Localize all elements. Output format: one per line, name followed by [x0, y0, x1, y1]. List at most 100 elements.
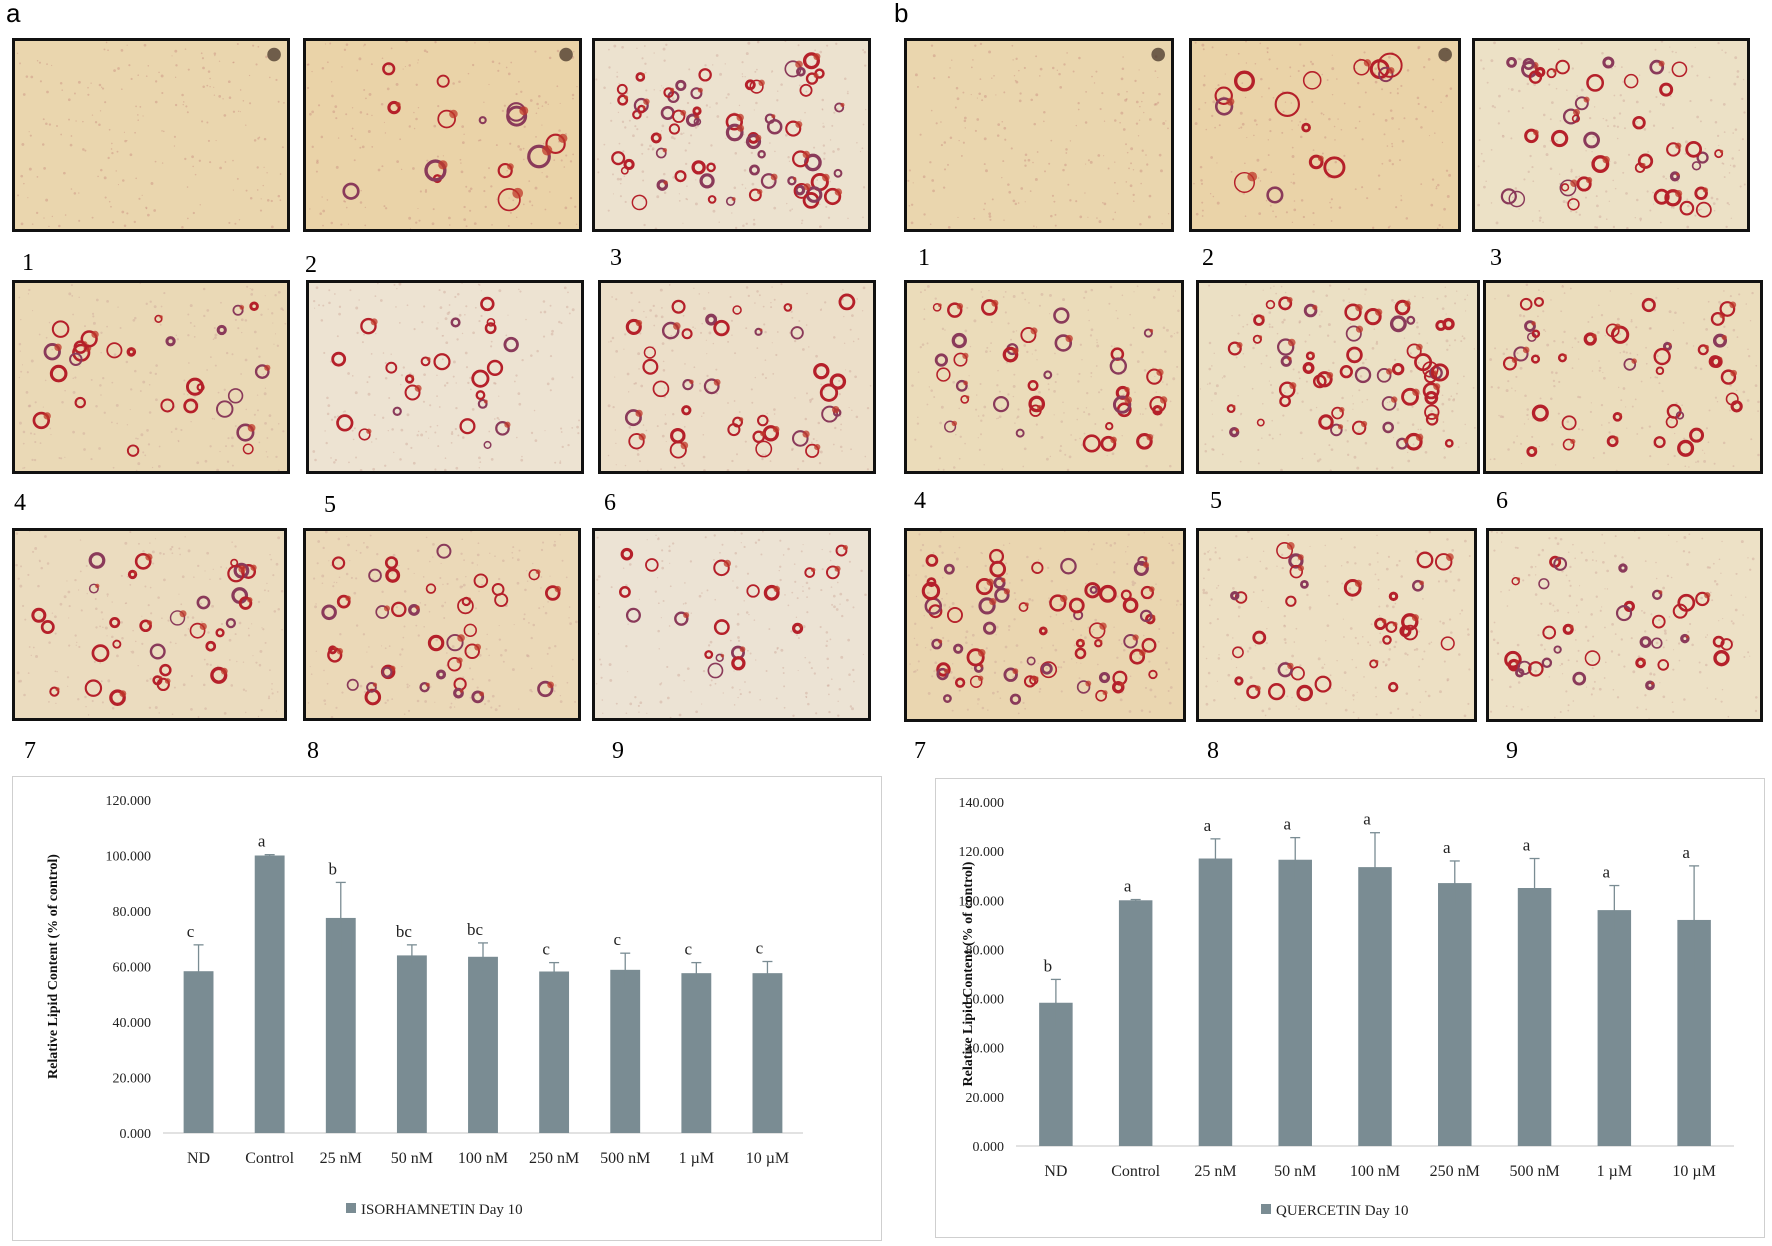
significance-label: a — [1124, 877, 1132, 896]
bar — [183, 971, 214, 1133]
x-tick-label: 1 µM — [679, 1150, 714, 1167]
micrograph-label-b-8: 8 — [1207, 738, 1219, 764]
micrograph-b-4 — [904, 280, 1184, 474]
micrograph-label-a-9: 9 — [612, 738, 624, 764]
micrograph-label-b-5: 5 — [1210, 488, 1222, 514]
bar — [1358, 867, 1392, 1146]
significance-label: c — [613, 930, 621, 949]
significance-label: a — [1363, 810, 1371, 829]
micrograph-label-a-4: 4 — [14, 490, 26, 516]
bar — [610, 969, 641, 1133]
x-tick-label: ND — [187, 1150, 210, 1167]
significance-label: a — [1443, 838, 1451, 857]
significance-label: a — [258, 832, 266, 851]
panel-a-letter: a — [6, 0, 21, 28]
y-tick-label: 0.000 — [120, 1127, 152, 1142]
x-tick-label: 50 nM — [1274, 1163, 1316, 1180]
micrograph-b-1 — [904, 38, 1174, 232]
significance-label: b — [329, 859, 338, 878]
panel-b-letter: b — [894, 0, 909, 28]
x-tick-label: Control — [245, 1150, 294, 1167]
micrograph-b-2 — [1189, 38, 1461, 232]
micrograph-label-a-5: 5 — [324, 492, 336, 518]
micrograph-a-5 — [306, 280, 584, 474]
bar — [1517, 888, 1552, 1146]
micrograph-b-9 — [1486, 528, 1763, 722]
x-tick-label: ND — [1044, 1163, 1067, 1180]
bar — [681, 973, 712, 1133]
micrograph-label-b-7: 7 — [914, 738, 926, 764]
micrograph-label-b-1: 1 — [918, 245, 930, 271]
y-tick-label: 20.000 — [113, 1072, 152, 1087]
significance-label: bc — [467, 920, 484, 939]
significance-label: a — [1682, 843, 1690, 862]
bar — [1198, 858, 1233, 1146]
micrograph-label-a-7: 7 — [24, 738, 36, 764]
bar — [396, 955, 427, 1133]
micrograph-b-6 — [1483, 280, 1763, 474]
x-tick-label: 10 µM — [1672, 1163, 1715, 1180]
x-tick-label: 25 nM — [320, 1150, 362, 1167]
legend-label: ISORHAMNETIN Day 10 — [361, 1202, 523, 1218]
chart-b: 0.000 20.000 40.000 60.000 80.000 100.000 120.… — [959, 796, 1734, 1219]
y-tick-label: 80.000 — [113, 905, 152, 920]
significance-label: a — [1204, 816, 1212, 835]
micrograph-label-a-3: 3 — [610, 245, 622, 271]
chart-a: 0.000 20.000 40.000 60.000 80.000 100.000 120.… — [46, 794, 803, 1218]
micrograph-label-b-2: 2 — [1202, 245, 1214, 271]
significance-label: c — [187, 922, 195, 941]
legend-swatch — [346, 1203, 356, 1213]
micrograph-b-3 — [1472, 38, 1750, 232]
chart-a-box: 0.000 20.000 40.000 60.000 80.000 100.000 120.… — [12, 776, 882, 1241]
bar — [539, 971, 570, 1133]
y-tick-label: 20.000 — [966, 1091, 1005, 1106]
y-tick-label: 100.000 — [959, 894, 1005, 909]
y-axis-label: Relative Lipid Content (% of control) — [961, 861, 976, 1086]
bar — [1039, 1002, 1073, 1146]
micrograph-a-1 — [12, 38, 290, 232]
significance-label: c — [542, 940, 550, 959]
micrograph-label-a-6: 6 — [604, 490, 616, 516]
x-tick-label: 50 nM — [391, 1150, 433, 1167]
micrograph-a-2 — [303, 38, 582, 232]
micrograph-label-b-9: 9 — [1506, 738, 1518, 764]
bar — [1597, 910, 1632, 1146]
chart-b-box: 0.000 20.000 40.000 60.000 80.000 100.000 120.… — [935, 778, 1765, 1238]
micrograph-a-6 — [598, 280, 876, 474]
significance-label: a — [1283, 815, 1291, 834]
y-tick-label: 60.000 — [966, 993, 1005, 1008]
micrograph-label-a-8: 8 — [307, 738, 319, 764]
y-tick-label: 40.000 — [113, 1016, 152, 1031]
bar — [468, 956, 498, 1133]
micrograph-b-5 — [1196, 280, 1480, 474]
micrograph-a-9 — [592, 528, 871, 721]
x-tick-label: 500 nM — [1509, 1163, 1559, 1180]
significance-label: a — [1603, 863, 1611, 882]
y-tick-label: 100.000 — [106, 850, 152, 865]
legend-swatch — [1261, 1204, 1271, 1214]
significance-label: b — [1044, 956, 1053, 975]
micrograph-a-4 — [12, 280, 290, 474]
significance-label: bc — [396, 922, 413, 941]
bar — [325, 917, 356, 1133]
micrograph-a-8 — [303, 528, 581, 721]
y-tick-label: 40.000 — [966, 1042, 1005, 1057]
significance-label: c — [756, 939, 764, 958]
x-tick-label: 100 nM — [1350, 1163, 1400, 1180]
micrograph-label-b-3: 3 — [1490, 245, 1502, 271]
x-tick-label: 250 nM — [529, 1150, 579, 1167]
micrograph-a-3 — [592, 38, 871, 232]
x-tick-label: 25 nM — [1194, 1163, 1236, 1180]
y-tick-label: 120.000 — [959, 845, 1005, 860]
micrograph-label-a-1: 1 — [22, 250, 34, 276]
bar — [254, 855, 285, 1133]
bar — [1118, 900, 1153, 1146]
significance-label: c — [685, 940, 693, 959]
bar — [752, 973, 783, 1133]
x-tick-label: Control — [1111, 1163, 1160, 1180]
y-axis-label: Relative Lipid Content (% of control) — [46, 854, 61, 1079]
significance-label: a — [1523, 836, 1531, 855]
micrograph-a-7 — [12, 528, 287, 721]
x-tick-label: 100 nM — [458, 1150, 508, 1167]
x-tick-label: 250 nM — [1430, 1163, 1480, 1180]
